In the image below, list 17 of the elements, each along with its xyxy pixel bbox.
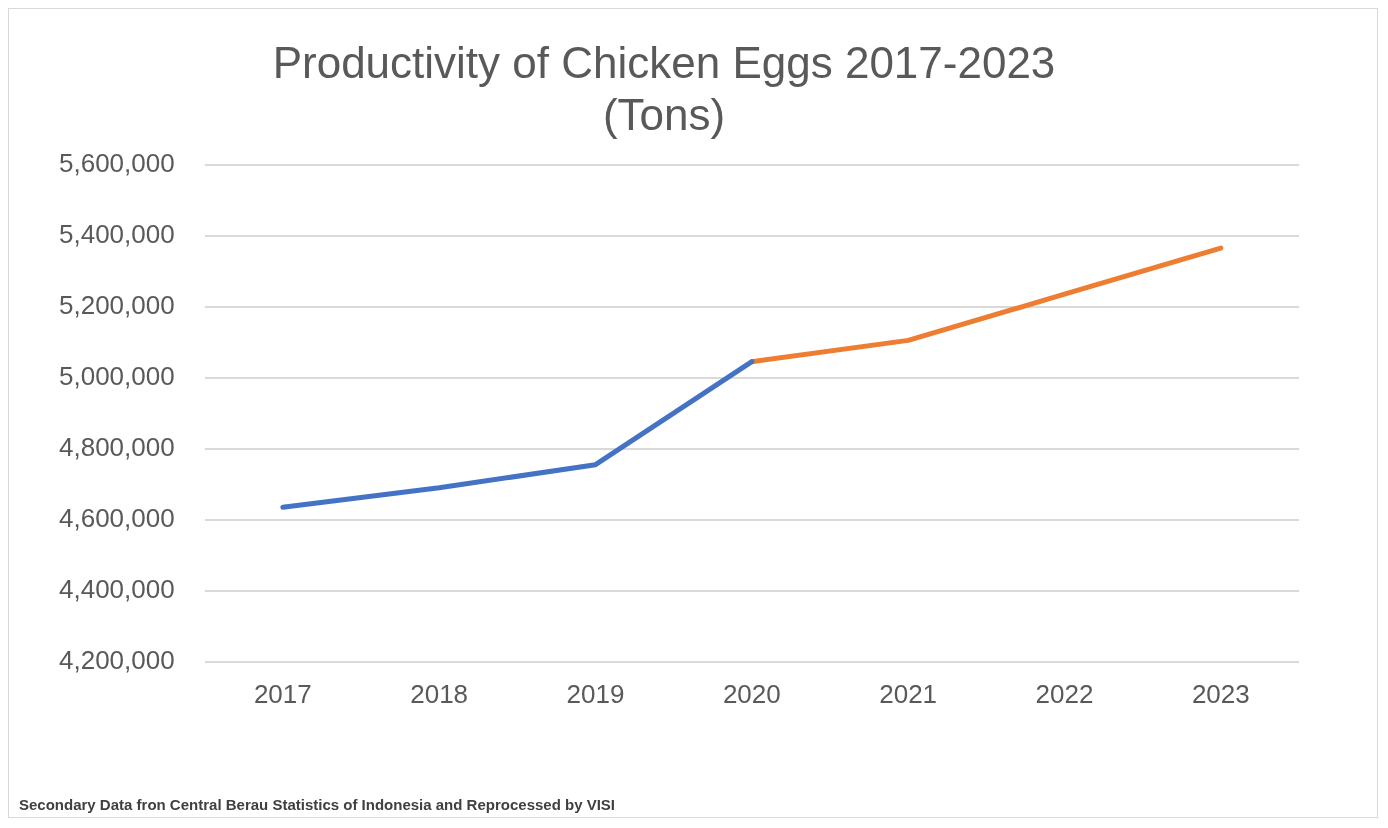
x-tick-label: 2017 — [253, 678, 312, 709]
text: Secondary Data fron Central Berau Statistics of Indonesia and Reprocessed by VISI — [19, 796, 616, 813]
y-tick-label: 4,600,000 — [59, 502, 175, 533]
y-tick-label: 5,000,000 — [59, 360, 175, 391]
x-tick-label: 2023 — [1191, 678, 1250, 709]
x-tick-label: 2022 — [1035, 678, 1094, 709]
y-tick-label: 5,400,000 — [59, 218, 175, 249]
y-tick-label: 5,600,000 — [59, 147, 175, 178]
x-tick-label: 2021 — [879, 678, 938, 709]
y-tick-label: 4,800,000 — [59, 431, 175, 462]
x-tick-label: 2018 — [410, 678, 469, 709]
y-tick-label: 4,400,000 — [59, 573, 175, 604]
x-tick-label: 2020 — [722, 678, 781, 709]
chart-title: Productivity of Chicken Eggs 2017-2023 (Tons) — [272, 37, 1056, 140]
y-tick-label: 5,200,000 — [59, 289, 175, 320]
x-tick-label: 2019 — [566, 678, 625, 709]
y-tick-label: 4,200,000 — [59, 644, 175, 675]
